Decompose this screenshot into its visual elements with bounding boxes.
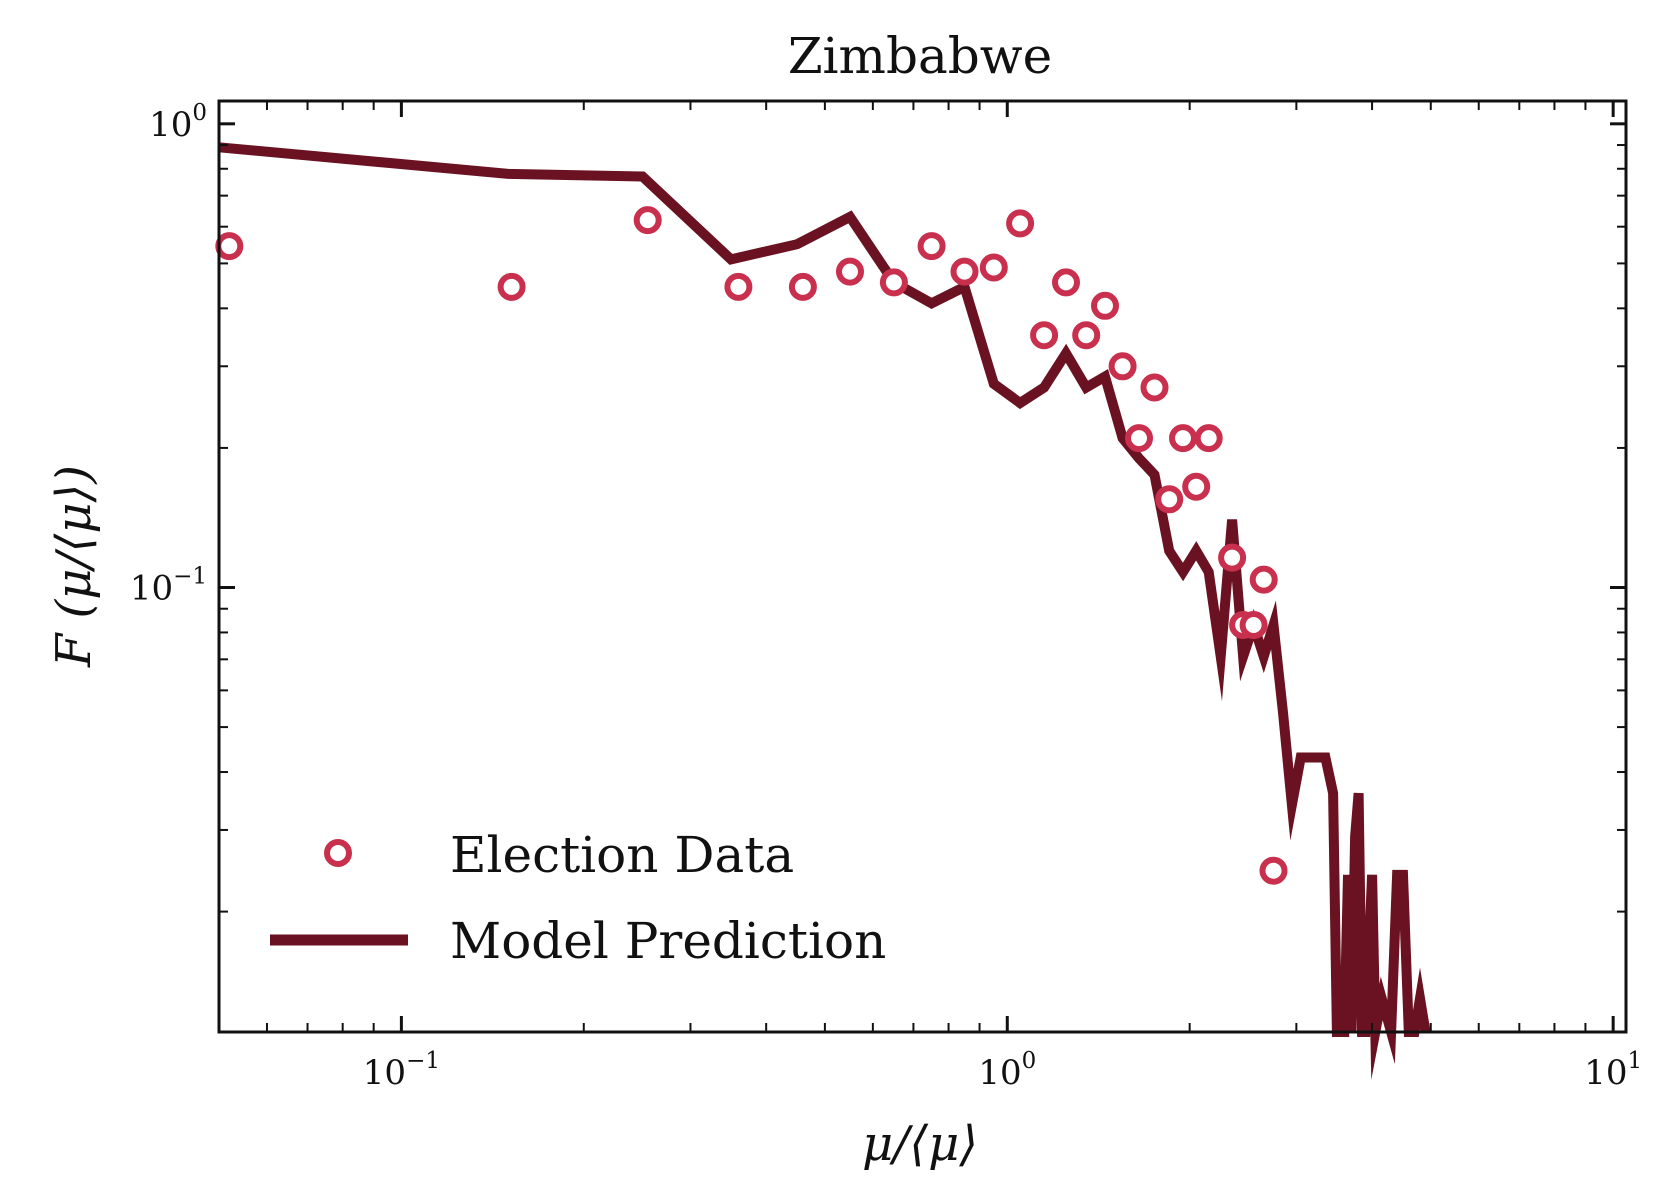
x-tick-label: 100 [978, 1048, 1036, 1093]
x-tick-label: 101 [1584, 1048, 1642, 1093]
election-data-points-layer [215, 206, 1288, 885]
chart-title: Zimbabwe [788, 27, 1052, 85]
election-data-point [1259, 856, 1288, 885]
election-data-point [633, 206, 662, 235]
election-data-point [215, 232, 244, 261]
election-data-point [979, 253, 1008, 282]
election-data-point [1239, 611, 1268, 639]
election-data-point [1155, 485, 1184, 514]
election-data-point [1072, 321, 1101, 350]
tick-layer: 10−1 100 101 100 10−1 [130, 100, 1642, 1093]
election-data-point [1006, 209, 1035, 238]
election-data-point [1052, 268, 1080, 297]
election-data-point [950, 257, 979, 286]
election-data-point [1030, 321, 1059, 350]
plot-area [215, 142, 1431, 1080]
election-data-point [1125, 424, 1153, 453]
x-tick-label: 10−1 [363, 1048, 440, 1093]
legend-label-election-data: Election Data [450, 826, 794, 884]
election-data-point [879, 268, 908, 297]
election-data-point [497, 272, 526, 301]
election-data-point [1249, 565, 1278, 594]
election-data-point [1091, 291, 1119, 320]
y-tick-label: 100 [149, 100, 207, 145]
model-prediction-line [218, 142, 1431, 1080]
y-tick-label: 10−1 [130, 564, 207, 609]
election-data-point [1218, 543, 1247, 572]
election-data-point [1140, 373, 1169, 402]
legend-label-model-prediction: Model Prediction [450, 912, 886, 970]
election-data-point [1194, 424, 1223, 453]
election-data-point [836, 257, 864, 286]
legend-marker-election-data [324, 839, 352, 867]
election-data-point [1182, 472, 1211, 501]
election-data-point [1169, 424, 1197, 453]
election-data-point [724, 272, 753, 301]
election-data-point [1108, 352, 1137, 381]
x-axis-label: μ/⟨μ⟩ [862, 1116, 978, 1172]
legend: Election Data Model Prediction [270, 826, 886, 970]
model-prediction-line-layer [218, 142, 1431, 1080]
election-data-point [788, 272, 817, 301]
election-data-point [917, 232, 946, 261]
y-axis-label: F (μ/⟨μ⟩) [46, 465, 102, 668]
plot-frame [217, 99, 1628, 1034]
